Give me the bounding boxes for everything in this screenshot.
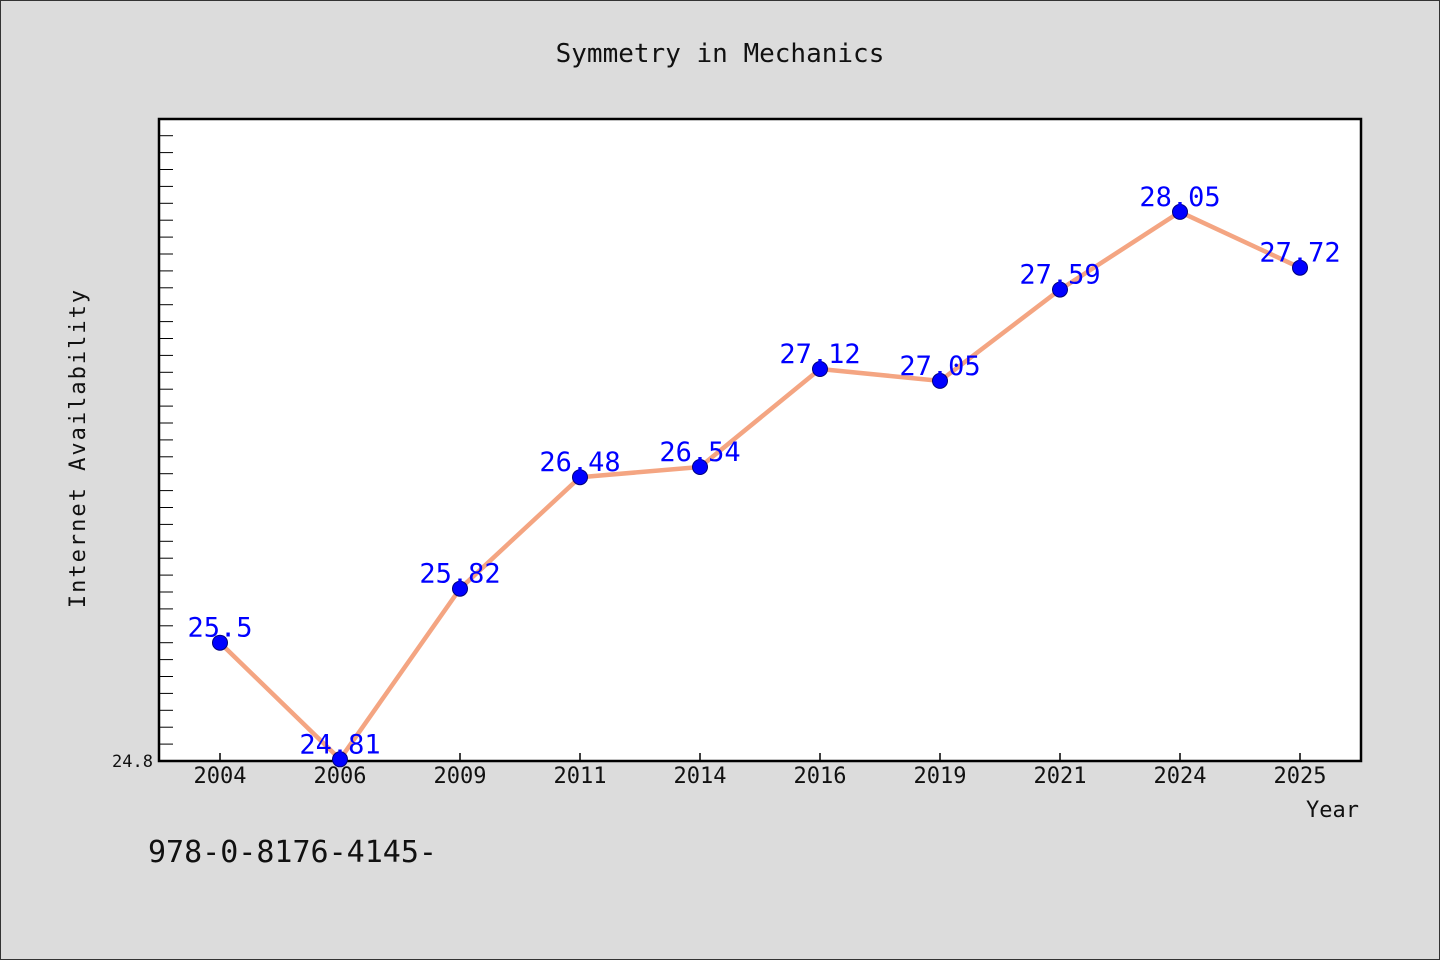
data-point-marker <box>932 372 948 389</box>
series-line <box>217 209 1303 762</box>
data-label: 25.5 <box>187 613 252 644</box>
x-tick-label: 2021 <box>1034 764 1087 789</box>
data-labels: 25.5 24.81 25.82 26.48 26.54 27.12 27.05 27.59 2… <box>187 182 1340 760</box>
x-axis-tick-labels: 2004 2006 2009 2011 2014 2016 2019 2021 2024 2025 <box>194 764 1327 789</box>
data-point-marker <box>692 459 708 475</box>
data-point-marker <box>212 634 228 651</box>
x-tick-label: 2006 <box>314 764 367 789</box>
data-label: 26.54 <box>659 437 740 468</box>
data-point-marker <box>332 751 348 768</box>
data-point-marker <box>572 469 588 486</box>
x-tick-label: 2024 <box>1154 764 1207 789</box>
data-point-marker <box>1052 281 1068 298</box>
data-point-marker <box>452 580 468 597</box>
x-tick-label: 2014 <box>674 764 727 789</box>
data-label: 24.81 <box>299 729 380 760</box>
x-tick-label: 2004 <box>194 764 247 789</box>
x-tick-label: 2019 <box>914 764 967 789</box>
data-label: 28.05 <box>1139 182 1220 213</box>
y-axis-tick-labels: 24.8 <box>112 752 153 772</box>
x-tick-label: 2009 <box>434 764 487 789</box>
chart-title: Symmetry in Mechanics <box>556 39 885 69</box>
x-tick-label: 2011 <box>554 764 607 789</box>
x-axis-label: Year <box>1306 798 1359 823</box>
x-tick-label: 2025 <box>1274 764 1327 789</box>
data-point-marker <box>812 361 828 377</box>
y-axis-label: Internet Availability <box>66 288 91 608</box>
y-tick-label: 24.8 <box>112 752 153 772</box>
series-markers <box>212 203 1308 768</box>
x-tick-label: 2016 <box>794 764 847 789</box>
data-label: 26.48 <box>539 447 620 478</box>
data-label: 25.82 <box>419 559 500 590</box>
data-point-marker <box>1172 203 1188 220</box>
data-label: 27.59 <box>1019 260 1100 291</box>
footer-text: 978-0-8176-4145- <box>148 835 437 870</box>
data-label: 27.72 <box>1259 238 1340 269</box>
data-point-marker <box>1292 259 1308 276</box>
y-axis-minor-ticks <box>159 135 173 745</box>
data-label: 27.05 <box>899 351 980 382</box>
data-label: 27.12 <box>779 339 860 370</box>
